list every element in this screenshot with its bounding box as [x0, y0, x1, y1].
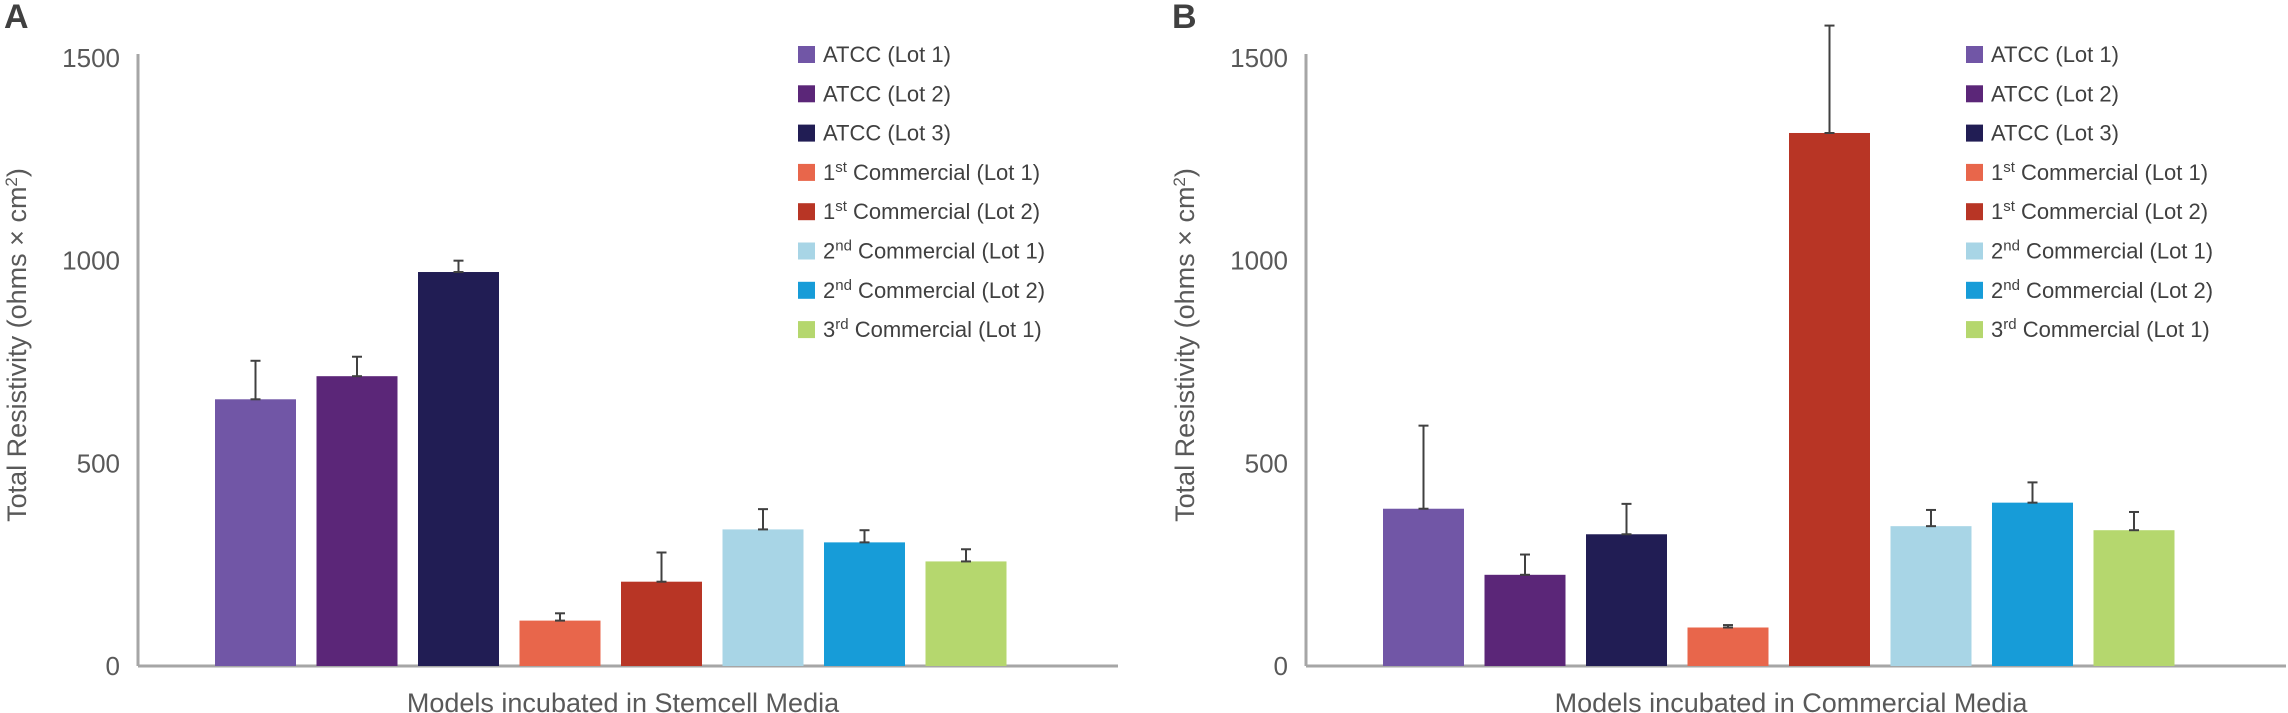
legend-swatch: [1966, 124, 1983, 142]
legend-label: 2nd Commercial (Lot 1): [823, 237, 1045, 264]
legend-label: ATCC (Lot 3): [823, 121, 951, 146]
bar: [1484, 574, 1566, 666]
legend-label: ATCC (Lot 1): [1991, 42, 2119, 67]
x-axis-title: Models incubated in Stemcell Media: [407, 688, 840, 713]
bar: [215, 399, 296, 666]
bar: [1890, 526, 1972, 666]
legend-label: ATCC (Lot 2): [823, 81, 951, 106]
legend-label: ATCC (Lot 3): [1991, 121, 2119, 146]
bar: [2093, 530, 2175, 666]
legend-swatch: [1966, 163, 1983, 181]
legend-swatch: [798, 163, 815, 181]
bar: [1992, 502, 2073, 666]
bar: [722, 529, 804, 666]
y-tick-label: 0: [106, 651, 120, 681]
bar: [418, 272, 499, 666]
bar: [1687, 627, 1769, 666]
x-axis-title: Models incubated in Commercial Media: [1555, 688, 2029, 713]
legend-label: 3rd Commercial (Lot 1): [1991, 316, 2210, 343]
y-axis-title: Total Resistivity (ohms × cm2): [2, 168, 33, 522]
bar: [1789, 132, 1870, 666]
legend-swatch: [798, 203, 815, 221]
legend: ATCC (Lot 1) ATCC (Lot 2) ATCC (Lot 3) 1st …: [1966, 42, 2213, 342]
bar: [1383, 508, 1464, 666]
legend-swatch: [798, 321, 815, 339]
panel-letter: B: [1172, 0, 1197, 36]
legend-swatch: [798, 124, 815, 142]
bar: [925, 561, 1007, 666]
panel-a: A 0 500 1000 1500 Total Resistivity (ohms × c…: [2, 0, 1118, 713]
y-tick-label: 0: [1274, 651, 1288, 681]
legend-swatch: [1966, 321, 1983, 339]
bar: [1586, 534, 1667, 666]
y-tick-label: 1000: [62, 246, 120, 276]
y-tick-label: 1500: [1230, 43, 1288, 73]
legend-label: ATCC (Lot 2): [1991, 81, 2119, 106]
panel-letter: A: [4, 0, 29, 36]
y-tick-label: 1500: [62, 43, 120, 73]
legend-label: ATCC (Lot 1): [823, 42, 951, 67]
legend-swatch: [1966, 203, 1983, 221]
bar: [519, 620, 601, 666]
legend-label: 1st Commercial (Lot 2): [823, 198, 1040, 225]
y-tick-label: 500: [77, 448, 120, 478]
legend-label: 2nd Commercial (Lot 2): [823, 276, 1045, 303]
y-axis-title: Total Resistivity (ohms × cm2): [1170, 168, 1201, 522]
legend-swatch: [1966, 85, 1983, 103]
legend-label: 1st Commercial (Lot 1): [1991, 158, 2208, 185]
legend-label: 1st Commercial (Lot 1): [823, 158, 1040, 185]
bar: [316, 376, 398, 666]
panel-b: B 0 500 1000 1500 Total Resistivity (ohms × c…: [1170, 0, 2286, 713]
legend-swatch: [798, 242, 815, 260]
legend-swatch: [1966, 242, 1983, 260]
legend-label: 2nd Commercial (Lot 1): [1991, 237, 2213, 264]
legend-swatch: [798, 85, 815, 103]
legend-swatch: [1966, 281, 1983, 299]
bar: [824, 542, 905, 666]
legend: ATCC (Lot 1) ATCC (Lot 2) ATCC (Lot 3) 1st …: [798, 42, 1045, 342]
legend-swatch: [1966, 46, 1983, 63]
y-tick-label: 1000: [1230, 246, 1288, 276]
legend-label: 2nd Commercial (Lot 2): [1991, 276, 2213, 303]
legend-label: 1st Commercial (Lot 2): [1991, 198, 2208, 225]
legend-label: 3rd Commercial (Lot 1): [823, 316, 1042, 343]
legend-swatch: [798, 46, 815, 63]
legend-swatch: [798, 281, 815, 299]
bar: [621, 581, 702, 666]
y-tick-label: 500: [1245, 448, 1288, 478]
